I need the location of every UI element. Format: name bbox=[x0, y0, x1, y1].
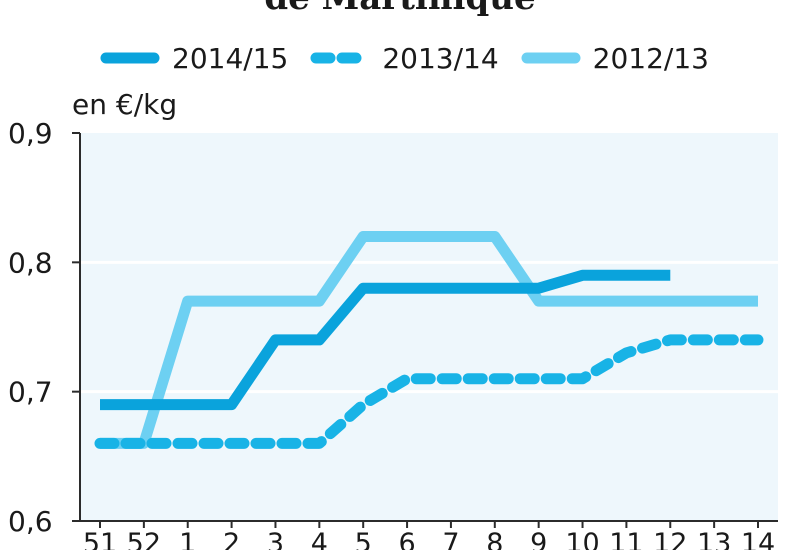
x-tick-label: 11 bbox=[609, 528, 643, 550]
x-tick-label: 2 bbox=[223, 528, 240, 550]
x-tick-label: 10 bbox=[565, 528, 599, 550]
legend-swatch-2013-14 bbox=[310, 52, 370, 64]
chart-title: de Martinique bbox=[0, 0, 800, 18]
x-tick-label: 6 bbox=[398, 528, 415, 550]
x-tick-label: 14 bbox=[741, 528, 775, 550]
legend-label-2012-13: 2012/13 bbox=[592, 41, 709, 75]
y-tick-label: 0,9 bbox=[8, 117, 53, 150]
x-tick-label: 51 bbox=[83, 528, 117, 550]
legend-item-2014-15: 2014/15 bbox=[100, 42, 288, 75]
x-tick-label: 3 bbox=[267, 528, 284, 550]
series-line-2014-15 bbox=[100, 269, 671, 411]
legend-label-2014-15: 2014/15 bbox=[172, 41, 289, 75]
x-tick-label: 1 bbox=[179, 528, 196, 550]
y-axis-unit-label: en €/kg bbox=[72, 88, 178, 121]
y-tick-label: 0,7 bbox=[8, 376, 53, 409]
series-line-2012-13 bbox=[100, 231, 758, 449]
x-tick-label: 9 bbox=[530, 528, 547, 550]
x-tick-label: 5 bbox=[355, 528, 372, 550]
y-tick-label: 0,8 bbox=[8, 246, 53, 279]
legend-swatch-2014-15 bbox=[100, 52, 160, 64]
x-tick-label: 4 bbox=[311, 528, 328, 550]
y-tick-label: 0,6 bbox=[8, 505, 53, 538]
x-tick-label: 8 bbox=[486, 528, 503, 550]
x-tick-label: 12 bbox=[653, 528, 687, 550]
x-tick-label: 7 bbox=[442, 528, 459, 550]
plot-area bbox=[80, 133, 778, 521]
legend-swatch-2012-13 bbox=[521, 52, 581, 64]
legend-item-2012-13: 2012/13 bbox=[521, 42, 709, 75]
legend-item-2013-14: 2013/14 bbox=[310, 41, 499, 75]
x-tick-label: 52 bbox=[127, 528, 161, 550]
series-line-2013-14 bbox=[94, 334, 764, 449]
x-tick-label: 13 bbox=[697, 528, 731, 550]
legend-label-2013-14: 2013/14 bbox=[382, 41, 499, 75]
chart-legend: 2014/15 2013/14 2012/13 bbox=[100, 38, 731, 78]
